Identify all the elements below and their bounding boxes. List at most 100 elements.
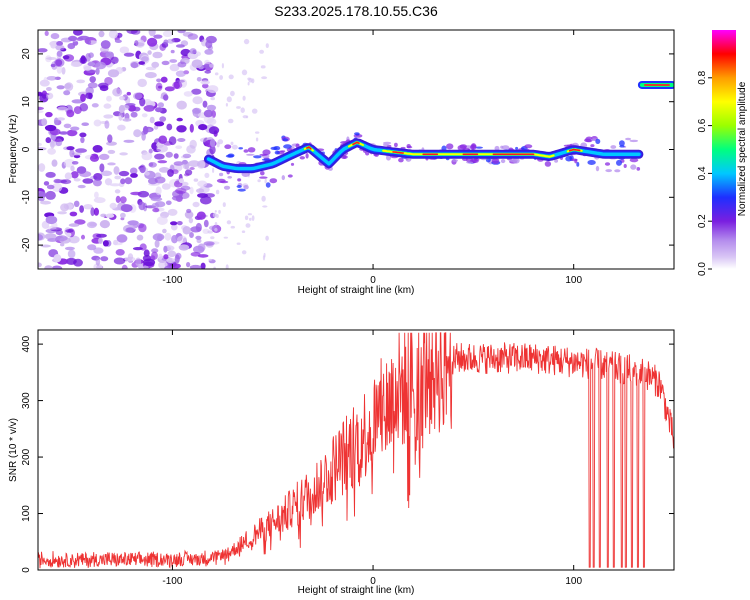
signal-scatter	[587, 160, 595, 165]
noise-blob	[115, 189, 121, 193]
noise-blob	[252, 109, 258, 114]
colorbar-tick-label: 0.8	[697, 70, 708, 84]
noise-blob	[71, 62, 82, 67]
colorbar-label: Normalized spectral amplitude	[737, 81, 748, 216]
colorbar-tick-label: 0.0	[697, 262, 708, 276]
signal-scatter	[610, 145, 616, 149]
noise-blob	[148, 105, 154, 109]
noise-blob	[143, 126, 148, 135]
colorbar-tick-label: 0.2	[697, 214, 708, 228]
noise-blob	[80, 94, 86, 102]
noise-blob	[142, 113, 148, 117]
snr-frame	[38, 330, 674, 570]
signal-scatter	[266, 182, 271, 187]
noise-blob	[204, 173, 209, 178]
signal-scatter	[595, 139, 600, 144]
noise-blob	[93, 145, 103, 153]
noise-blob	[74, 178, 81, 181]
noise-blob	[47, 226, 57, 230]
noise-blob	[52, 159, 58, 166]
noise-blob	[100, 85, 109, 91]
noise-blob	[244, 39, 249, 44]
noise-blob	[46, 87, 52, 91]
noise-blob	[119, 171, 129, 176]
noise-blob	[252, 215, 255, 221]
noise-blob	[257, 179, 260, 182]
signal-scatter	[466, 161, 473, 163]
ytick-label: -10	[21, 190, 32, 205]
noise-blob	[236, 106, 241, 109]
noise-blob	[177, 62, 186, 68]
signal-scatter	[291, 163, 294, 166]
noise-blob	[46, 57, 57, 60]
noise-blob	[156, 186, 162, 195]
noise-blob	[175, 254, 180, 263]
noise-blob	[204, 49, 213, 55]
signal-scatter	[237, 185, 242, 188]
noise-blob	[141, 56, 149, 62]
noise-blob	[204, 220, 209, 227]
noise-blob	[204, 110, 213, 118]
noise-blob	[231, 226, 235, 229]
spectrogram-xlabel: Height of straight line (km)	[298, 285, 415, 296]
noise-blob	[200, 80, 210, 84]
signal-scatter	[306, 153, 309, 159]
noise-blob	[256, 138, 258, 142]
noise-blob	[120, 47, 130, 54]
signal-scatter	[300, 156, 305, 159]
noise-blob	[210, 236, 214, 239]
noise-blob	[36, 263, 42, 268]
noise-blob	[231, 142, 234, 146]
signal-scatter	[614, 169, 620, 172]
noise-blob	[124, 53, 134, 57]
noise-blob	[131, 62, 139, 68]
signal-scatter	[220, 181, 229, 184]
noise-blob	[88, 82, 98, 88]
noise-blob	[95, 62, 106, 69]
noise-blob	[259, 50, 264, 54]
noise-blob	[190, 48, 197, 54]
noise-blob	[68, 36, 77, 41]
noise-blob	[118, 113, 122, 121]
noise-blob	[161, 77, 168, 83]
spectrogram-ylabel: Frequency (Hz)	[8, 115, 19, 184]
signal-scatter	[605, 162, 610, 166]
noise-blob	[69, 223, 80, 227]
noise-blob	[147, 50, 151, 55]
noise-blob	[162, 61, 170, 65]
signal-scatter	[524, 144, 532, 148]
noise-blob	[66, 110, 74, 118]
noise-blob	[116, 249, 125, 256]
noise-blob	[171, 235, 178, 243]
noise-blob	[162, 229, 167, 234]
noise-blob	[117, 234, 128, 242]
noise-blob	[106, 214, 115, 218]
signal-scatter	[282, 175, 285, 180]
noise-blob	[50, 141, 55, 149]
noise-blob	[133, 93, 142, 100]
noise-blob	[89, 76, 96, 83]
noise-blob	[214, 228, 217, 232]
noise-blob	[223, 202, 226, 207]
noise-blob	[177, 236, 187, 244]
signal-scatter	[619, 145, 624, 147]
noise-blob	[72, 161, 79, 165]
xtick-label: 100	[565, 576, 582, 587]
noise-blob	[158, 254, 162, 260]
noise-blob	[44, 181, 49, 186]
snr-plot-area	[38, 333, 674, 568]
noise-blob	[176, 125, 186, 132]
signal-scatter	[283, 138, 289, 141]
noise-blob	[46, 137, 52, 143]
signal-scatter	[501, 159, 505, 163]
signal-scatter	[590, 144, 594, 147]
noise-blob	[100, 214, 106, 218]
noise-blob	[183, 154, 192, 158]
signal-scatter	[584, 139, 591, 143]
noise-blob	[262, 205, 267, 207]
noise-blob	[99, 31, 105, 37]
noise-blob	[139, 165, 145, 174]
noise-blob	[45, 31, 49, 36]
noise-blob	[207, 118, 217, 125]
noise-blob	[70, 166, 74, 172]
